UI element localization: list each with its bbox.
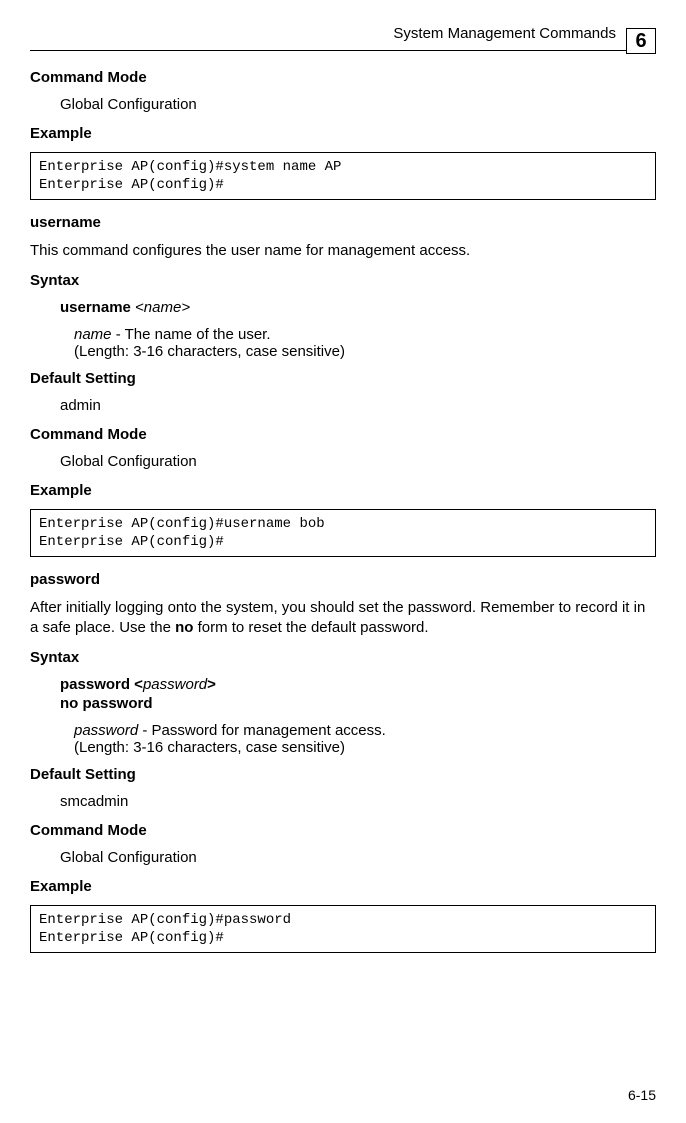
param-name-italic: name xyxy=(74,326,112,343)
default-setting-value: admin xyxy=(60,397,656,414)
param-name-length: (Length: 3-16 characters, case sensitive… xyxy=(74,343,345,360)
param-password-length: (Length: 3-16 characters, case sensitive… xyxy=(74,739,345,756)
description-password: After initially logging onto the system,… xyxy=(30,598,656,639)
syntax-param: password xyxy=(143,676,207,693)
param-password-text: - Password for management access. xyxy=(138,722,386,739)
param-desc-name: name - The name of the user. (Length: 3-… xyxy=(74,326,656,360)
syntax-username: username <name> xyxy=(60,299,656,316)
header-title: System Management Commands xyxy=(393,25,616,42)
code-block-username: Enterprise AP(config)#username bob Enter… xyxy=(30,509,656,557)
heading-syntax: Syntax xyxy=(30,649,656,666)
heading-default-setting: Default Setting xyxy=(30,370,656,387)
syntax-keyword: password < xyxy=(60,676,143,693)
syntax-password-line2: no password xyxy=(60,695,656,712)
heading-command-mode: Command Mode xyxy=(30,822,656,839)
syntax-keyword: username xyxy=(60,299,131,316)
heading-command-mode: Command Mode xyxy=(30,69,656,86)
syntax-param: <name> xyxy=(135,299,190,316)
desc-bold-no: no xyxy=(175,619,193,636)
param-password-italic: password xyxy=(74,722,138,739)
command-mode-value: Global Configuration xyxy=(60,453,656,470)
command-mode-value: Global Configuration xyxy=(60,849,656,866)
heading-example: Example xyxy=(30,125,656,142)
heading-example: Example xyxy=(30,482,656,499)
description-username: This command configures the user name fo… xyxy=(30,241,656,261)
code-block-system-name: Enterprise AP(config)#system name AP Ent… xyxy=(30,152,656,200)
heading-default-setting: Default Setting xyxy=(30,766,656,783)
text-command-mode-value: Global Configuration xyxy=(60,96,656,113)
param-desc-password: password - Password for management acces… xyxy=(74,722,656,756)
page-header: System Management Commands 6 xyxy=(30,20,656,51)
heading-example: Example xyxy=(30,878,656,895)
param-name-text: - The name of the user. xyxy=(112,326,271,343)
command-title-password: password xyxy=(30,571,656,588)
page-number: 6-15 xyxy=(628,1087,656,1103)
heading-syntax: Syntax xyxy=(30,272,656,289)
desc-part2: form to reset the default password. xyxy=(193,619,428,636)
chapter-number-box: 6 xyxy=(626,28,656,54)
code-block-password: Enterprise AP(config)#password Enterpris… xyxy=(30,905,656,953)
command-title-username: username xyxy=(30,214,656,231)
syntax-password-line1: password <password> xyxy=(60,676,656,693)
default-setting-value: smcadmin xyxy=(60,793,656,810)
syntax-close: > xyxy=(207,676,216,693)
heading-command-mode: Command Mode xyxy=(30,426,656,443)
